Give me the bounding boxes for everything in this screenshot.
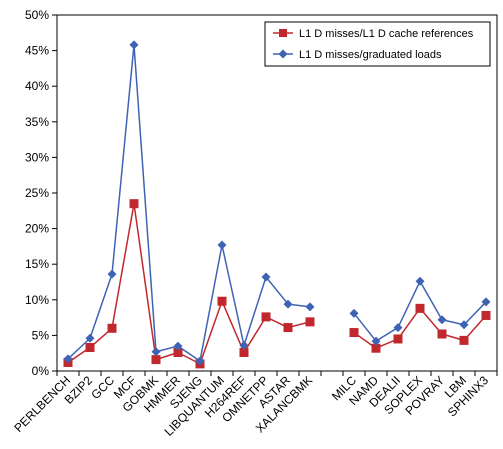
y-tick-label: 25% xyxy=(25,186,49,200)
x-tick-label: GCC xyxy=(88,373,117,402)
y-axis: 0% 5% 10% 15% 20% 25% 30% 35% 40% 45% 50% xyxy=(25,8,57,378)
data-point xyxy=(284,323,293,332)
y-tick-label: 5% xyxy=(32,328,50,342)
x-axis: PERLBENCHBZIP2GCCMCFGOBMKHMMERSJENGLIBQU… xyxy=(11,371,497,439)
data-point xyxy=(438,329,447,338)
data-point xyxy=(306,317,315,326)
legend-label-1: L1 D misses/L1 D cache references xyxy=(299,28,474,40)
data-point xyxy=(262,312,271,321)
data-point xyxy=(86,343,95,352)
legend-item-1: L1 D misses/L1 D cache references xyxy=(273,28,474,40)
data-point xyxy=(394,334,403,343)
data-point xyxy=(350,328,359,337)
y-tick-label: 15% xyxy=(25,257,49,271)
y-tick-label: 45% xyxy=(25,44,49,58)
y-tick-label: 30% xyxy=(25,150,49,164)
data-point xyxy=(416,304,425,313)
data-point xyxy=(108,324,117,333)
x-tick-label: PERLBENCH xyxy=(11,373,73,435)
legend-item-2: L1 D misses/graduated loads xyxy=(273,49,442,61)
y-tick-label: 40% xyxy=(25,79,49,93)
legend-label-2: L1 D misses/graduated loads xyxy=(299,49,442,61)
legend-marker-1 xyxy=(279,29,287,37)
y-tick-label: 0% xyxy=(32,364,50,378)
legend: L1 D misses/L1 D cache references L1 D m… xyxy=(265,22,490,66)
data-point xyxy=(218,297,227,306)
y-tick-label: 20% xyxy=(25,222,49,236)
y-tick-label: 35% xyxy=(25,115,49,129)
plot-area xyxy=(57,15,497,371)
data-point xyxy=(482,311,491,320)
y-tick-label: 50% xyxy=(25,8,49,22)
y-tick-label: 10% xyxy=(25,293,49,307)
data-point xyxy=(152,355,161,364)
data-point xyxy=(130,199,139,208)
data-point xyxy=(460,336,469,345)
